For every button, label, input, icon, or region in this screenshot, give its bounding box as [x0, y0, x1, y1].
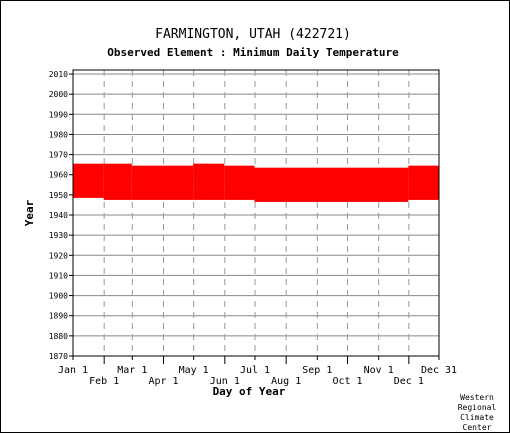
y-tick-label: 1890 [49, 312, 68, 321]
chart-subtitle: Observed Element : Minimum Daily Tempera… [107, 46, 399, 59]
credit-line-3: Climate [460, 413, 494, 422]
observation-band [193, 163, 225, 200]
plot-area [73, 70, 439, 356]
observation-band [254, 167, 409, 202]
observation-band [131, 165, 194, 200]
grid-layer [73, 70, 439, 357]
x-tick-label: Nov 1 [364, 365, 394, 376]
y-tick-label: 1930 [49, 231, 68, 240]
y-tick-label: 1940 [49, 211, 68, 220]
y-tick-label: 1920 [49, 251, 68, 260]
x-tick-label: Jun 1 [210, 376, 240, 387]
observation-band [103, 163, 132, 200]
y-tick-label: 1960 [49, 171, 68, 180]
x-tick-label: Jul 1 [240, 365, 270, 376]
y-tick-label: 2010 [49, 70, 68, 79]
observation-band [72, 163, 104, 198]
y-tick-label: 1950 [49, 191, 68, 200]
plot-border [72, 69, 440, 357]
x-tick-label: Dec 31 [421, 365, 457, 376]
credit-line-1: Western [460, 393, 494, 402]
data-layer [72, 163, 440, 202]
y-tick-label: 1980 [49, 130, 68, 139]
x-tick-label: Sep 1 [302, 365, 332, 376]
y-axis-label: Year [23, 199, 36, 226]
y-tick-label: 1970 [49, 151, 68, 160]
x-tick-label: Dec 1 [394, 376, 424, 387]
x-axis-label: Day of Year [213, 385, 286, 398]
y-tick-label: 2000 [49, 90, 68, 99]
y-tick-label: 1900 [49, 292, 68, 301]
y-tick-label: 1880 [49, 332, 68, 341]
observation-band [224, 165, 255, 200]
credit-line-4: Center [463, 423, 492, 432]
chart-title: FARMINGTON, UTAH (422721) [155, 27, 351, 42]
x-tick-label: May 1 [179, 365, 209, 376]
credit-line-2: Regional [458, 403, 497, 412]
observation-band [408, 165, 440, 200]
y-tick-label: 1990 [49, 110, 68, 119]
y-tick-label: 1910 [49, 271, 68, 280]
y-tick-label: 1870 [49, 352, 68, 361]
x-tick-label: Mar 1 [117, 365, 147, 376]
x-tick-label: Apr 1 [148, 376, 178, 387]
x-tick-label: Feb 1 [89, 376, 119, 387]
x-tick-label: Oct 1 [332, 376, 362, 387]
y-tick-layer: 1870 1880 1890 1900 1910 1920 1930 1940 1950 1960… [49, 70, 73, 361]
x-tick-label: Aug 1 [271, 376, 301, 387]
x-tick-label: Jan 1 [58, 365, 88, 376]
